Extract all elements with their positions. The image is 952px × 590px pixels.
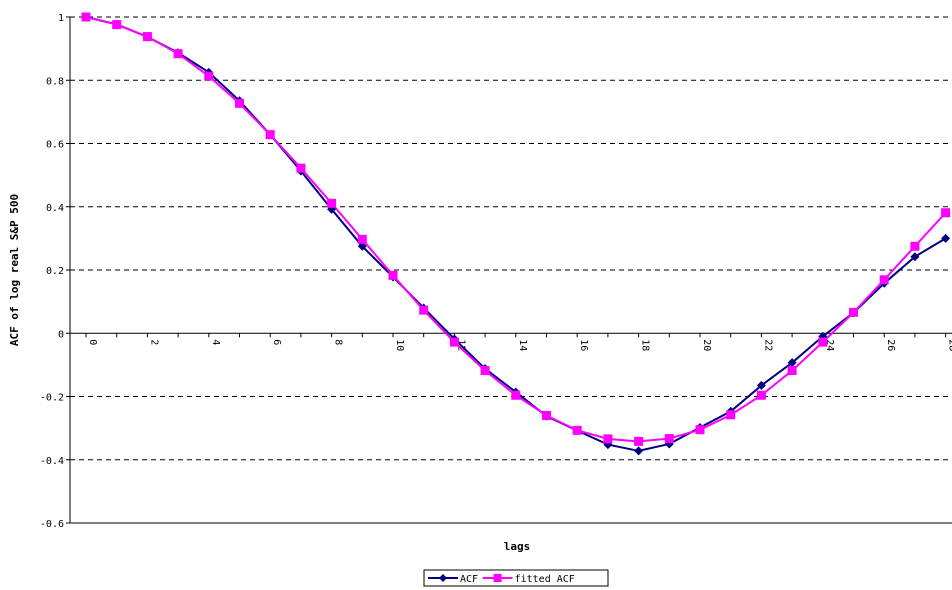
fitted-acf-point xyxy=(572,425,582,435)
y-axis-ticks: 1 0.8 0.6 0.4 0.2 0 -0.2 -0.4 -0.6 xyxy=(40,13,70,530)
x-tick-label: 0 xyxy=(87,339,98,345)
acf-point xyxy=(787,358,797,368)
y-tick-label: 1 xyxy=(58,13,64,24)
series-layer xyxy=(81,12,951,456)
fitted-acf-point xyxy=(542,410,551,420)
x-tick-label: 4 xyxy=(210,339,221,345)
fitted-acf-point xyxy=(327,198,337,208)
fitted-acf-point xyxy=(204,71,214,81)
acf-point xyxy=(910,252,920,262)
legend-label: ACF xyxy=(460,574,478,585)
fitted-acf-point xyxy=(112,20,122,30)
x-tick-label: 18 xyxy=(640,339,651,351)
legend-marker xyxy=(439,574,447,582)
fitted-acf-point xyxy=(265,130,275,140)
x-tick-label: 6 xyxy=(271,339,282,345)
y-axis-title: ACF of log real S&P 500 xyxy=(8,194,21,346)
x-tick-label: 20 xyxy=(701,339,712,351)
y-tick-label: 0.8 xyxy=(46,76,64,87)
y-tick-label: 0 xyxy=(58,329,64,340)
fitted-acf-point xyxy=(879,275,889,285)
x-tick-label: 2 xyxy=(148,339,159,345)
legend-label: fitted ACF xyxy=(515,574,575,585)
fitted-acf-point xyxy=(849,307,858,317)
fitted-acf-point xyxy=(695,425,705,435)
y-tick-label: -0.6 xyxy=(40,519,64,530)
x-tick-label: 22 xyxy=(762,339,773,351)
fitted-acf-point xyxy=(449,337,459,347)
x-tick-label: 14 xyxy=(517,339,528,351)
x-tick-label: 8 xyxy=(333,339,344,345)
fitted-acf-point xyxy=(480,366,490,376)
x-tick-label: 16 xyxy=(578,339,589,351)
fitted-acf-point xyxy=(634,436,644,446)
fitted-acf-point xyxy=(142,32,152,42)
x-axis-title: lags xyxy=(504,540,531,553)
fitted-acf-point xyxy=(787,366,797,376)
fitted-acf-point xyxy=(603,434,613,444)
y-tick-label: -0.4 xyxy=(40,456,64,467)
acf-point xyxy=(357,241,367,251)
fitted-acf-point xyxy=(235,98,244,108)
x-tick-label: 24 xyxy=(824,339,835,351)
gridlines xyxy=(70,16,952,461)
fitted-acf-point xyxy=(910,241,920,251)
y-tick-label: 0.2 xyxy=(46,266,64,277)
fitted-acf-point xyxy=(818,337,828,347)
fitted-acf-point xyxy=(173,49,183,59)
x-tick-label: 28 xyxy=(947,339,952,351)
fitted-acf-point xyxy=(388,270,398,280)
x-tick-label: 10 xyxy=(394,339,405,351)
fitted-acf-point xyxy=(511,390,521,400)
fitted-acf-point xyxy=(419,305,429,315)
legend: ACF fitted ACF xyxy=(423,569,609,587)
acf-point xyxy=(634,446,644,456)
fitted-acf-point xyxy=(296,163,306,173)
legend-box xyxy=(423,569,609,587)
x-tick-label: 26 xyxy=(885,339,896,351)
y-tick-label: 0.4 xyxy=(46,203,64,214)
fitted-acf-point xyxy=(756,390,766,400)
acf-point xyxy=(756,380,766,390)
fitted-acf-point xyxy=(357,234,367,244)
fitted-acf-point xyxy=(664,434,674,444)
acf-point xyxy=(941,233,951,243)
y-tick-label: 0.6 xyxy=(46,140,64,151)
fitted-acf-point xyxy=(81,12,91,22)
fitted-acf-point xyxy=(726,410,736,420)
y-tick-label: -0.2 xyxy=(40,393,64,404)
legend-marker xyxy=(493,574,502,582)
fitted-acf-point xyxy=(941,208,951,218)
